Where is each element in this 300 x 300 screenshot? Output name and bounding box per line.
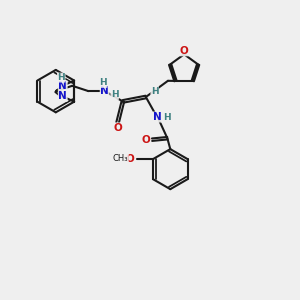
Text: H: H: [58, 73, 65, 82]
Text: N: N: [58, 81, 67, 91]
Text: N: N: [58, 92, 67, 101]
Text: CH₃: CH₃: [113, 154, 128, 163]
Text: N: N: [153, 112, 162, 122]
Text: H: H: [151, 87, 158, 96]
Text: O: O: [126, 154, 135, 164]
Text: H: H: [163, 112, 170, 122]
Text: N: N: [100, 85, 109, 95]
Text: O: O: [113, 123, 122, 133]
Text: H: H: [99, 78, 107, 87]
Text: O: O: [180, 46, 188, 56]
Text: O: O: [142, 135, 151, 145]
Text: H: H: [111, 90, 119, 99]
